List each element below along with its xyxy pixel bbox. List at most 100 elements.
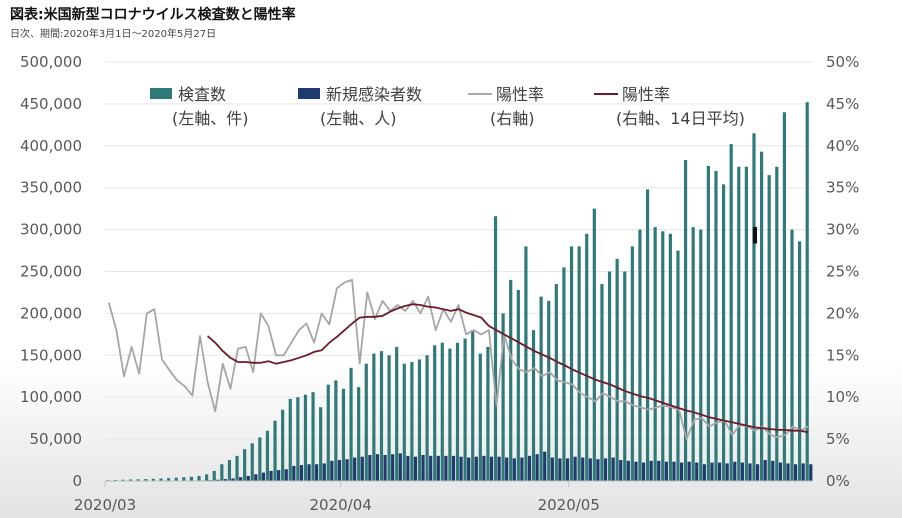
tests-bar	[577, 246, 581, 481]
cases-bar	[619, 460, 623, 481]
tests-bar	[136, 479, 140, 481]
cases-bar	[535, 454, 539, 481]
cases-bar	[634, 461, 638, 481]
tests-bar	[113, 479, 117, 481]
cases-bar	[413, 456, 418, 481]
tests-bar	[379, 351, 384, 481]
cases-bar	[307, 464, 311, 481]
tests-bar	[334, 380, 338, 481]
cases-bar	[269, 470, 273, 481]
cases-bar	[360, 456, 364, 481]
tests-bar	[402, 363, 406, 481]
cases-bar	[436, 455, 440, 481]
cases-bar	[611, 457, 615, 481]
tests-bar	[486, 346, 490, 481]
cases-bar	[596, 459, 600, 481]
legend-sublabel: (左軸、人)	[320, 109, 397, 128]
cases-bar	[763, 460, 767, 481]
cases-bar	[254, 474, 258, 481]
legend-swatch	[298, 88, 320, 99]
legend: 検査数 (左軸、件) 新規感染者数 (左軸、人) 陽性率 (右軸) 陽性率 (右軸、14日平均…	[150, 85, 745, 128]
y-axis-left: 0 50,000 100,000 150,000 200,000 250,000 300,0…	[20, 53, 82, 490]
cases-bar	[277, 470, 281, 481]
tests-bar	[676, 250, 680, 481]
tests-bar	[227, 460, 232, 481]
tests-bar	[767, 175, 771, 481]
tests-bar	[668, 233, 672, 481]
cases-bar	[246, 475, 250, 481]
cases-bar	[603, 458, 608, 481]
legend-label: 陽性率	[622, 85, 670, 104]
tests-bar	[554, 284, 558, 481]
cases-bar	[330, 460, 334, 481]
cases-bar	[581, 457, 585, 481]
cases-bar	[284, 469, 288, 481]
y-right-tick-label: 30%	[826, 221, 859, 239]
cases-bar	[353, 457, 357, 481]
cases-bar	[261, 472, 266, 481]
cases-bar	[588, 458, 592, 481]
annotation: I	[751, 224, 759, 249]
tests-bars	[106, 102, 809, 482]
cases-bar	[459, 456, 463, 481]
tests-bar	[258, 437, 262, 481]
y-left-tick-label: 250,000	[20, 263, 82, 281]
cases-bar	[672, 461, 676, 481]
cases-bar	[383, 455, 387, 481]
legend-sublabel: (右軸、14日平均)	[616, 109, 745, 128]
tests-bar	[440, 342, 444, 481]
tests-bar	[387, 355, 391, 481]
tests-bar	[721, 184, 726, 481]
tests-bar	[531, 330, 536, 481]
cases-bar	[710, 462, 714, 481]
legend-label: 陽性率	[496, 85, 544, 104]
cases-bar	[755, 464, 760, 481]
cases-bar	[216, 479, 220, 481]
positivity-line	[107, 278, 809, 441]
cases-bar	[558, 458, 562, 481]
cases-bar	[223, 479, 228, 481]
y-right-tick-label: 45%	[826, 95, 859, 113]
tests-bar	[516, 289, 520, 481]
cases-bar	[497, 456, 501, 481]
cases-bar	[482, 455, 486, 481]
tests-bar	[182, 477, 186, 481]
tests-bar	[683, 160, 688, 481]
tests-bar	[281, 409, 285, 481]
cases-bar	[687, 461, 691, 481]
tests-bar	[775, 166, 779, 481]
tests-bar	[539, 296, 543, 481]
tests-bar	[243, 449, 247, 481]
tests-bar	[752, 133, 756, 482]
tests-bar	[790, 229, 794, 481]
tests-bar	[319, 407, 323, 481]
cases-bar	[375, 454, 380, 481]
legend-label: 新規感染者数	[326, 85, 422, 104]
tests-bar	[288, 398, 292, 481]
tests-bar	[653, 227, 657, 481]
cases-bar	[733, 461, 737, 481]
y-left-tick-label: 200,000	[20, 304, 82, 322]
y-left-tick-label: 500,000	[20, 53, 82, 71]
tests-bar	[699, 229, 703, 481]
y-left-tick-label: 0	[72, 472, 82, 490]
cases-bars	[109, 451, 813, 482]
cases-bar	[543, 451, 547, 481]
tests-bar	[493, 216, 498, 481]
cases-bar	[801, 463, 805, 481]
cases-bar	[527, 455, 532, 481]
tests-bar	[417, 359, 422, 481]
tests-bar	[220, 464, 224, 481]
cases-bar	[391, 454, 395, 481]
cases-bar	[748, 463, 752, 481]
tests-bar	[524, 246, 528, 481]
tests-bar	[463, 338, 467, 481]
cases-bar	[573, 456, 577, 481]
cases-bar	[337, 460, 342, 481]
tests-bar	[562, 267, 566, 481]
legend-label: 検査数	[178, 85, 226, 104]
cases-bar	[421, 455, 425, 481]
y-left-tick-label: 100,000	[20, 388, 82, 406]
chart-title: 図表:米国新型コロナウイルス検査数と陽性率	[10, 7, 296, 23]
tests-bar	[410, 362, 414, 481]
